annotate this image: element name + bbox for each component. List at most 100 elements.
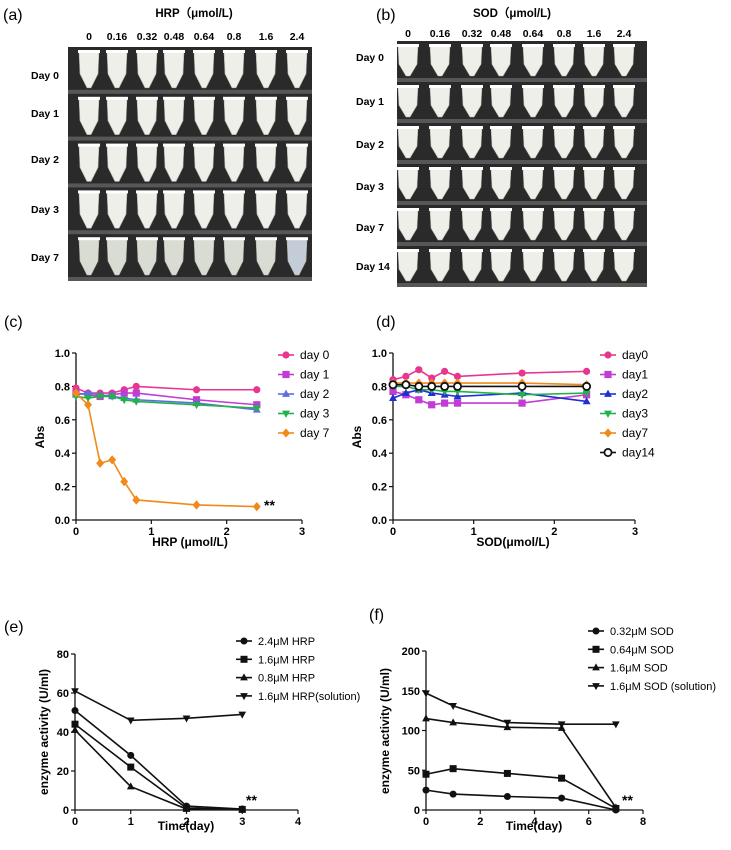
panel-label: (e) xyxy=(4,619,24,636)
data-point xyxy=(503,719,512,727)
data-point xyxy=(422,770,430,778)
series-day0 xyxy=(389,366,591,384)
tube-rim xyxy=(490,85,512,88)
data-point xyxy=(517,381,527,391)
data-point xyxy=(612,721,620,729)
legend-marker xyxy=(240,693,248,701)
data-point xyxy=(127,763,135,771)
tube-rim xyxy=(193,237,215,241)
tube-rim xyxy=(553,126,575,129)
data-point xyxy=(518,399,526,407)
y-tick-label: 0.6 xyxy=(55,415,70,427)
data-point xyxy=(96,393,105,401)
legend-marker xyxy=(592,683,600,691)
series-day-7 xyxy=(72,388,261,512)
data-point xyxy=(428,401,436,409)
data-point xyxy=(503,792,511,800)
concentration-label: 0.32 xyxy=(137,31,158,43)
legend-label: 0.8μM HRP xyxy=(258,673,315,685)
tube-rim xyxy=(553,167,575,170)
day-row-label: Day 2 xyxy=(356,139,384,151)
legend-label: day 0 xyxy=(300,348,330,362)
day-row-label: Day 1 xyxy=(356,96,384,108)
tube-rim xyxy=(553,44,575,47)
day-row-label: Day 0 xyxy=(31,70,59,82)
y-tick-label: 40 xyxy=(57,727,69,739)
tube-rim xyxy=(429,249,451,252)
data-point xyxy=(422,786,430,794)
chart-panels: (c) 0.0 0.2 0.4 0.6 0.8 1.0 0 1 2 3 HRP (μmol/L) Abs… xyxy=(4,314,716,833)
y-tick-label: 0.4 xyxy=(372,448,388,460)
photo-shelf xyxy=(68,136,312,141)
data-point xyxy=(192,386,201,394)
y-tick-label: 0 xyxy=(63,805,69,817)
photo-shelf xyxy=(68,89,312,94)
x-tick-label: 2 xyxy=(477,816,483,828)
series-day-3 xyxy=(72,393,261,413)
data-point xyxy=(252,501,261,512)
tube-rim xyxy=(583,167,605,170)
legend-marker xyxy=(240,637,248,645)
data-point xyxy=(441,399,449,407)
concentration-label: 0.16 xyxy=(107,31,128,43)
legend-marker xyxy=(603,447,613,457)
series-day-2 xyxy=(72,388,261,413)
y-tick-label: 0.2 xyxy=(372,482,387,494)
legend-label: day7 xyxy=(622,426,648,440)
data-point xyxy=(126,717,135,725)
y-tick-label: 20 xyxy=(57,766,69,778)
significance-annotation: ** xyxy=(264,497,275,513)
data-point xyxy=(558,794,566,802)
tube-rim xyxy=(490,167,512,170)
tube-rim xyxy=(286,50,308,53)
tube-rim xyxy=(106,96,128,100)
tube-rim xyxy=(613,126,635,129)
series-2-4-m-hrp xyxy=(71,707,246,813)
x-tick-label: 4 xyxy=(295,816,302,828)
panel-label-a: (a) xyxy=(3,7,23,24)
data-point xyxy=(427,381,437,391)
data-point xyxy=(449,790,457,798)
y-tick-label: 0.8 xyxy=(55,381,70,393)
tube-rim xyxy=(163,50,185,53)
data-point xyxy=(108,455,117,465)
tube-rim xyxy=(136,96,158,100)
y-tick-label: 150 xyxy=(402,686,420,698)
data-point xyxy=(182,804,191,812)
tube-rim xyxy=(397,44,419,47)
tube-rim xyxy=(397,167,419,170)
tube-rim xyxy=(553,208,575,211)
series-line xyxy=(425,692,616,725)
tube-rim xyxy=(522,44,544,47)
data-point xyxy=(558,774,566,782)
y-tick-label: 0.0 xyxy=(372,515,387,527)
day-row-label: Day 0 xyxy=(356,52,384,64)
photo-shelf xyxy=(68,230,312,235)
data-point xyxy=(415,396,423,404)
tube-rim xyxy=(78,143,100,147)
y-tick-label: 0.0 xyxy=(55,515,70,527)
day-row-label: Day 2 xyxy=(31,154,59,166)
x-tick-label: 6 xyxy=(586,816,592,828)
legend-label: 1.6μM HRP(solution) xyxy=(258,691,360,703)
data-point xyxy=(503,769,511,777)
tube-rim xyxy=(461,126,483,129)
tube-rim xyxy=(106,143,128,147)
data-point xyxy=(84,400,93,410)
tube-rim xyxy=(397,126,419,129)
legend-label: day 2 xyxy=(300,387,330,401)
x-axis-label: SOD(μmol/L) xyxy=(476,535,549,549)
data-point xyxy=(71,725,79,733)
x-tick-label: 2 xyxy=(224,526,230,538)
tube-rim xyxy=(583,85,605,88)
data-point xyxy=(127,751,135,759)
tube-rim xyxy=(106,50,128,53)
data-point xyxy=(253,386,261,394)
data-point xyxy=(388,380,398,390)
data-point xyxy=(449,703,457,711)
data-point xyxy=(182,715,191,723)
significance-annotation: ** xyxy=(622,792,633,808)
legend-label: 0.64μM SOD xyxy=(610,644,674,656)
data-point xyxy=(253,401,261,409)
y-tick-label: 80 xyxy=(57,649,69,661)
